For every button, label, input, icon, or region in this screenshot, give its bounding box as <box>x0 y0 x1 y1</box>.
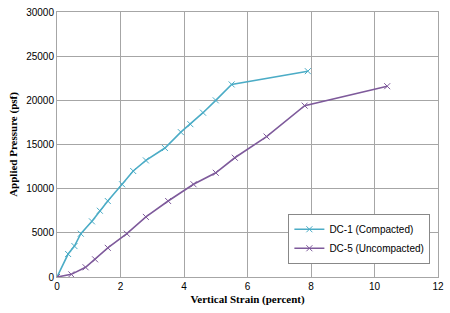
svg-text:10000: 10000 <box>26 183 54 194</box>
svg-text:20000: 20000 <box>26 95 54 106</box>
svg-text:5000: 5000 <box>32 227 55 238</box>
svg-text:DC-5 (Uncompacted): DC-5 (Uncompacted) <box>329 243 423 254</box>
svg-text:Vertical Strain (percent): Vertical Strain (percent) <box>190 293 305 306</box>
svg-text:6: 6 <box>245 281 251 292</box>
svg-text:30000: 30000 <box>26 7 54 18</box>
svg-text:0: 0 <box>54 281 60 292</box>
svg-text:10: 10 <box>369 281 381 292</box>
svg-text:0: 0 <box>48 272 54 283</box>
svg-text:25000: 25000 <box>26 51 54 62</box>
svg-text:DC-1 (Compacted): DC-1 (Compacted) <box>329 224 413 235</box>
svg-text:4: 4 <box>181 281 187 292</box>
svg-text:Applied Pressure (psf): Applied Pressure (psf) <box>7 92 20 197</box>
svg-text:15000: 15000 <box>26 139 54 150</box>
svg-text:8: 8 <box>308 281 314 292</box>
svg-text:12: 12 <box>432 281 444 292</box>
svg-text:2: 2 <box>118 281 124 292</box>
